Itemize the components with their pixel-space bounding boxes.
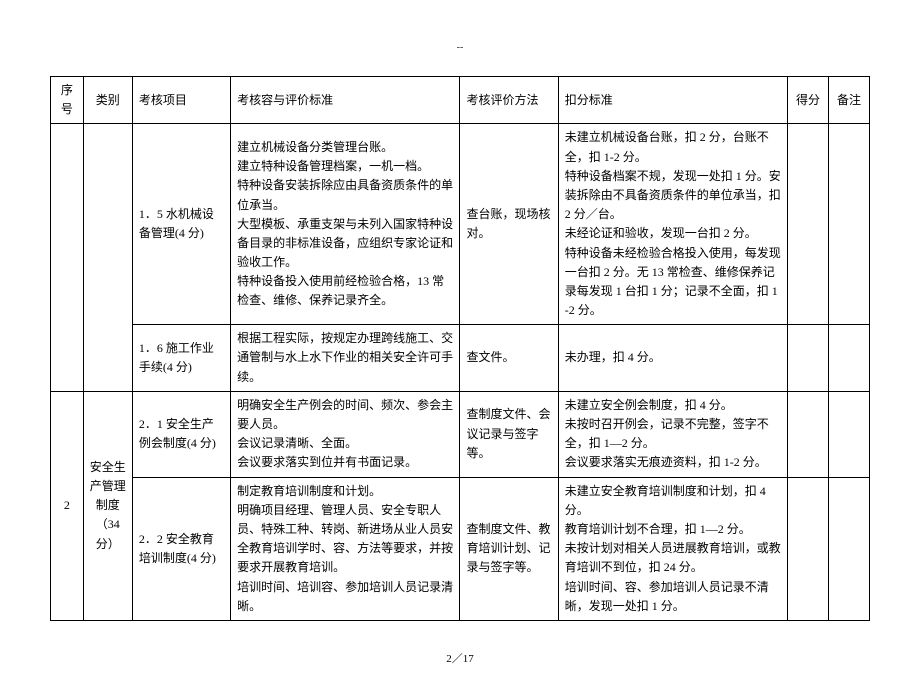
cell-item: 2．1 安全生产例会制度(4 分) bbox=[132, 391, 230, 477]
cell-content: 根据工程实际，按规定办理跨线施工、交通管制与水上水下作业的相关安全许可手续。 bbox=[231, 325, 460, 392]
th-cat: 类别 bbox=[83, 77, 132, 124]
cell-deduct: 未建立安全例会制度，扣 4 分。未按时召开例会，记录不完整，签字不全，扣 1—2… bbox=[558, 391, 787, 477]
cell-cat: 安全生产管理制度（34 分） bbox=[83, 391, 132, 620]
cell-content: 制定教育培训制度和计划。明确项目经理、管理人员、安全专职人员、特殊工种、转岗、新… bbox=[231, 477, 460, 620]
cell-note bbox=[829, 391, 870, 477]
th-score: 得分 bbox=[788, 77, 829, 124]
cell-deduct: 未建立机械设备台账，扣 2 分，台账不全，扣 1-2 分。特种设备档案不规，发现… bbox=[558, 124, 787, 325]
cell-content: 建立机械设备分类管理台账。建立特种设备管理档案，一机一档。特种设备安装拆除应由具… bbox=[231, 124, 460, 325]
cell-score bbox=[788, 124, 829, 325]
th-content: 考核容与评价标准 bbox=[231, 77, 460, 124]
cell-seq-blank bbox=[51, 124, 84, 391]
header-row: 序号 类别 考核项目 考核容与评价标准 考核评价方法 扣分标准 得分 备注 bbox=[51, 77, 870, 124]
cell-method: 查台账，现场核对。 bbox=[460, 124, 558, 325]
cell-note bbox=[829, 325, 870, 392]
cell-cat-blank bbox=[83, 124, 132, 391]
cell-score bbox=[788, 477, 829, 620]
cell-method: 查制度文件、会议记录与签字等。 bbox=[460, 391, 558, 477]
table-row: 1．5 水机械设备管理(4 分) 建立机械设备分类管理台账。建立特种设备管理档案… bbox=[51, 124, 870, 325]
cell-score bbox=[788, 391, 829, 477]
assessment-table: 序号 类别 考核项目 考核容与评价标准 考核评价方法 扣分标准 得分 备注 1．… bbox=[50, 76, 870, 621]
cell-seq: 2 bbox=[51, 391, 84, 620]
table-row: 2．2 安全教育培训制度(4 分) 制定教育培训制度和计划。明确项目经理、管理人… bbox=[51, 477, 870, 620]
th-note: 备注 bbox=[829, 77, 870, 124]
th-item: 考核项目 bbox=[132, 77, 230, 124]
cell-method: 查文件。 bbox=[460, 325, 558, 392]
cell-note bbox=[829, 477, 870, 620]
table-row: 1．6 施工作业手续(4 分) 根据工程实际，按规定办理跨线施工、交通管制与水上… bbox=[51, 325, 870, 392]
cell-item: 2．2 安全教育培训制度(4 分) bbox=[132, 477, 230, 620]
th-seq: 序号 bbox=[51, 77, 84, 124]
table-row: 2 安全生产管理制度（34 分） 2．1 安全生产例会制度(4 分) 明确安全生… bbox=[51, 391, 870, 477]
cell-deduct: 未建立安全教育培训制度和计划，扣 4 分。教育培训计划不合理，扣 1—2 分。未… bbox=[558, 477, 787, 620]
cell-note bbox=[829, 124, 870, 325]
cell-score bbox=[788, 325, 829, 392]
page-number: 2／17 bbox=[50, 651, 870, 669]
cell-item: 1．6 施工作业手续(4 分) bbox=[132, 325, 230, 392]
th-method: 考核评价方法 bbox=[460, 77, 558, 124]
cell-item: 1．5 水机械设备管理(4 分) bbox=[132, 124, 230, 325]
cell-content: 明确安全生产例会的时间、频次、参会主要人员。会议记录清晰、全面。会议要求落实到位… bbox=[231, 391, 460, 477]
cell-deduct: 未办理，扣 4 分。 bbox=[558, 325, 787, 392]
th-deduct: 扣分标准 bbox=[558, 77, 787, 124]
cell-method: 查制度文件、教育培训计划、记录与签字等。 bbox=[460, 477, 558, 620]
header-dash: -- bbox=[50, 40, 870, 56]
